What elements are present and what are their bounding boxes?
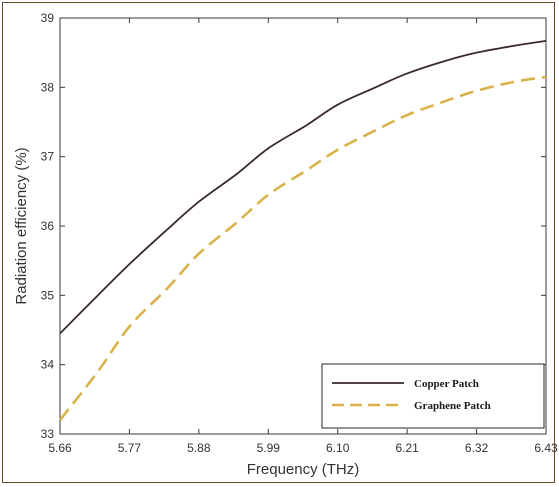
legend-label: Copper Patch [414,378,479,390]
x-tick-label: 6.10 [326,441,350,455]
y-tick-label: 39 [41,11,55,25]
y-tick-label: 35 [41,288,55,302]
x-tick-label: 5.99 [257,441,281,455]
legend: Copper Patch Graphene Patch [321,363,545,429]
x-tick-label: 5.77 [118,441,142,455]
y-axis-label: Radiation efficiency (%) [13,147,30,304]
y-tick-label: 36 [41,219,55,233]
legend-label: Graphene Patch [414,400,491,412]
x-axis-label: Frequency (THz) [247,461,360,478]
series-line-graphene-patch [58,75,547,421]
x-tick-label: 5.88 [187,441,211,455]
x-tick-label: 6.32 [465,441,489,455]
legend-box [321,363,545,429]
x-tick-label: 6.21 [395,441,419,455]
y-tick-label: 34 [41,358,55,372]
x-tick-label: 5.66 [48,441,72,455]
y-tick-label: 33 [41,427,55,441]
x-tick-label: 6.43 [534,441,558,455]
y-tick-label: 38 [41,80,55,94]
y-tick-label: 37 [41,150,55,164]
series-line-copper-patch [59,39,547,335]
